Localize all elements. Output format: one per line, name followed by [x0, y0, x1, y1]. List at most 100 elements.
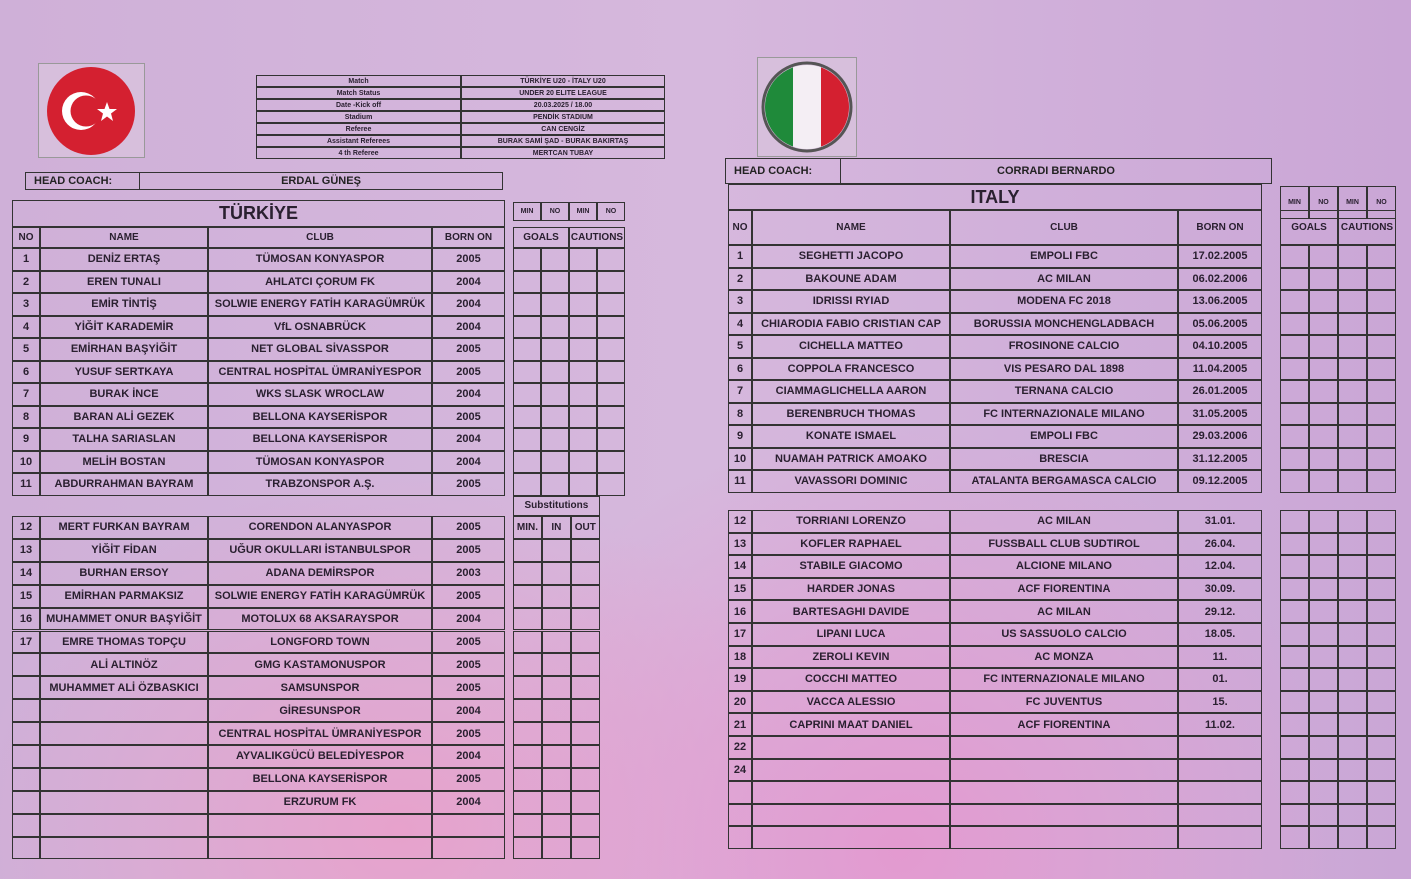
goals-header: GOALS — [1280, 210, 1338, 245]
player-number: 10 — [728, 447, 752, 470]
substitutions-cell — [570, 722, 600, 745]
player-club: SOLWIE ENERGY FATİH KARAGÜMRÜK — [208, 293, 432, 316]
substitutions-header: OUT — [570, 516, 600, 539]
player-number: 17 — [12, 630, 40, 654]
player-born-on: 12.04. — [1178, 555, 1262, 578]
stats-cell — [597, 450, 625, 473]
stats-cell — [569, 473, 597, 496]
player-club — [950, 736, 1178, 759]
stats-cell — [1367, 623, 1396, 646]
player-number: 12 — [12, 516, 40, 539]
substitutions-cell — [541, 630, 571, 654]
player-name: STABILE GIACOMO — [752, 555, 950, 578]
player-born-on: 29.12. — [1178, 600, 1262, 623]
stats-cell — [541, 405, 569, 428]
player-number — [12, 653, 40, 677]
player-born-on — [432, 813, 505, 837]
stats-cell — [1338, 713, 1367, 736]
player-born-on: 26.01.2005 — [1178, 380, 1262, 403]
stats-cell — [1338, 380, 1367, 403]
stats-header: NO — [1367, 186, 1396, 219]
player-club — [950, 758, 1178, 782]
player-born-on — [1178, 736, 1262, 759]
match-info-label: Assistant Referees — [256, 135, 461, 147]
stats-cell — [1367, 312, 1396, 335]
player-number: 15 — [728, 577, 752, 601]
player-name: BURHAN ERSOY — [40, 561, 208, 585]
stats-cell — [1367, 380, 1396, 403]
player-number: 20 — [728, 690, 752, 714]
player-name: CICHELLA MATTEO — [752, 335, 950, 358]
substitutions-cell — [513, 813, 542, 837]
player-club: VIS PESARO DAL 1898 — [950, 357, 1178, 380]
player-name: MERT FURKAN BAYRAM — [40, 516, 208, 539]
stats-cell — [1338, 668, 1367, 691]
stats-cell — [1367, 447, 1396, 470]
stats-cell — [1280, 380, 1309, 403]
player-number: 18 — [728, 645, 752, 669]
stats-cell — [1309, 645, 1338, 669]
stats-cell — [1338, 623, 1367, 646]
substitutions-cell — [513, 630, 542, 654]
player-club: BELLONA KAYSERİSPOR — [208, 428, 432, 451]
stats-header: MIN — [569, 202, 597, 221]
player-name: COPPOLA FRANCESCO — [752, 357, 950, 380]
stats-cell — [1367, 600, 1396, 623]
player-number: 5 — [728, 335, 752, 358]
stats-cell — [513, 293, 541, 316]
player-name: YUSUF SERTKAYA — [40, 360, 208, 383]
player-number: 7 — [12, 383, 40, 406]
player-club: AC MILAN — [950, 600, 1178, 623]
player-born-on: 2005 — [432, 248, 505, 271]
player-club: CENTRAL HOSPİTAL ÜMRANİYESPOR — [208, 360, 432, 383]
stats-cell — [1338, 290, 1367, 313]
stats-cell — [569, 338, 597, 361]
stats-cell — [1338, 335, 1367, 358]
player-number: 24 — [728, 758, 752, 782]
player-club: FC JUVENTUS — [950, 690, 1178, 714]
player-name: LIPANI LUCA — [752, 623, 950, 646]
player-club: MOTOLUX 68 AKSARAYSPOR — [208, 607, 432, 631]
player-number — [728, 826, 752, 849]
stats-cell — [569, 428, 597, 451]
stats-cell — [1367, 690, 1396, 714]
player-born-on: 31.05.2005 — [1178, 402, 1262, 425]
player-name: VACCA ALESSIO — [752, 690, 950, 714]
stats-header: MIN — [513, 202, 541, 221]
substitutions-cell — [570, 607, 600, 631]
stats-header: NO — [597, 202, 625, 221]
player-number: 14 — [728, 555, 752, 578]
player-born-on: 2005 — [432, 516, 505, 539]
player-name: SEGHETTI JACOPO — [752, 245, 950, 268]
stats-cell — [1280, 357, 1309, 380]
stats-cell — [1280, 447, 1309, 470]
substitutions-cell — [570, 767, 600, 791]
player-born-on: 2004 — [432, 790, 505, 814]
stats-cell — [513, 248, 541, 271]
player-name: CIAMMAGLICHELLA AARON — [752, 380, 950, 403]
match-info-value: 20.03.2025 / 18.00 — [461, 99, 665, 111]
stats-cell — [1309, 425, 1338, 448]
turkey-flag — [38, 63, 145, 158]
column-header: CLUB — [208, 227, 432, 248]
player-name: EMİR TİNTİŞ — [40, 293, 208, 316]
substitutions-cell — [570, 584, 600, 608]
player-name: MELİH BOSTAN — [40, 450, 208, 473]
player-number: 16 — [728, 600, 752, 623]
stats-cell — [1309, 357, 1338, 380]
player-name: EREN TUNALI — [40, 270, 208, 293]
substitutions-cell — [513, 607, 542, 631]
player-born-on: 18.05. — [1178, 623, 1262, 646]
substitutions-cell — [513, 676, 542, 700]
player-club: TÜMOSAN KONYASPOR — [208, 248, 432, 271]
stats-cell — [1280, 690, 1309, 714]
player-name: COCCHI MATTEO — [752, 668, 950, 691]
player-club: ADANA DEMİRSPOR — [208, 561, 432, 585]
substitutions-cell — [570, 630, 600, 654]
stats-cell — [1367, 335, 1396, 358]
player-number: 3 — [12, 293, 40, 316]
player-born-on: 31.12.2005 — [1178, 447, 1262, 470]
player-born-on: 30.09. — [1178, 577, 1262, 601]
stats-cell — [1280, 510, 1309, 533]
player-number: 12 — [728, 510, 752, 533]
